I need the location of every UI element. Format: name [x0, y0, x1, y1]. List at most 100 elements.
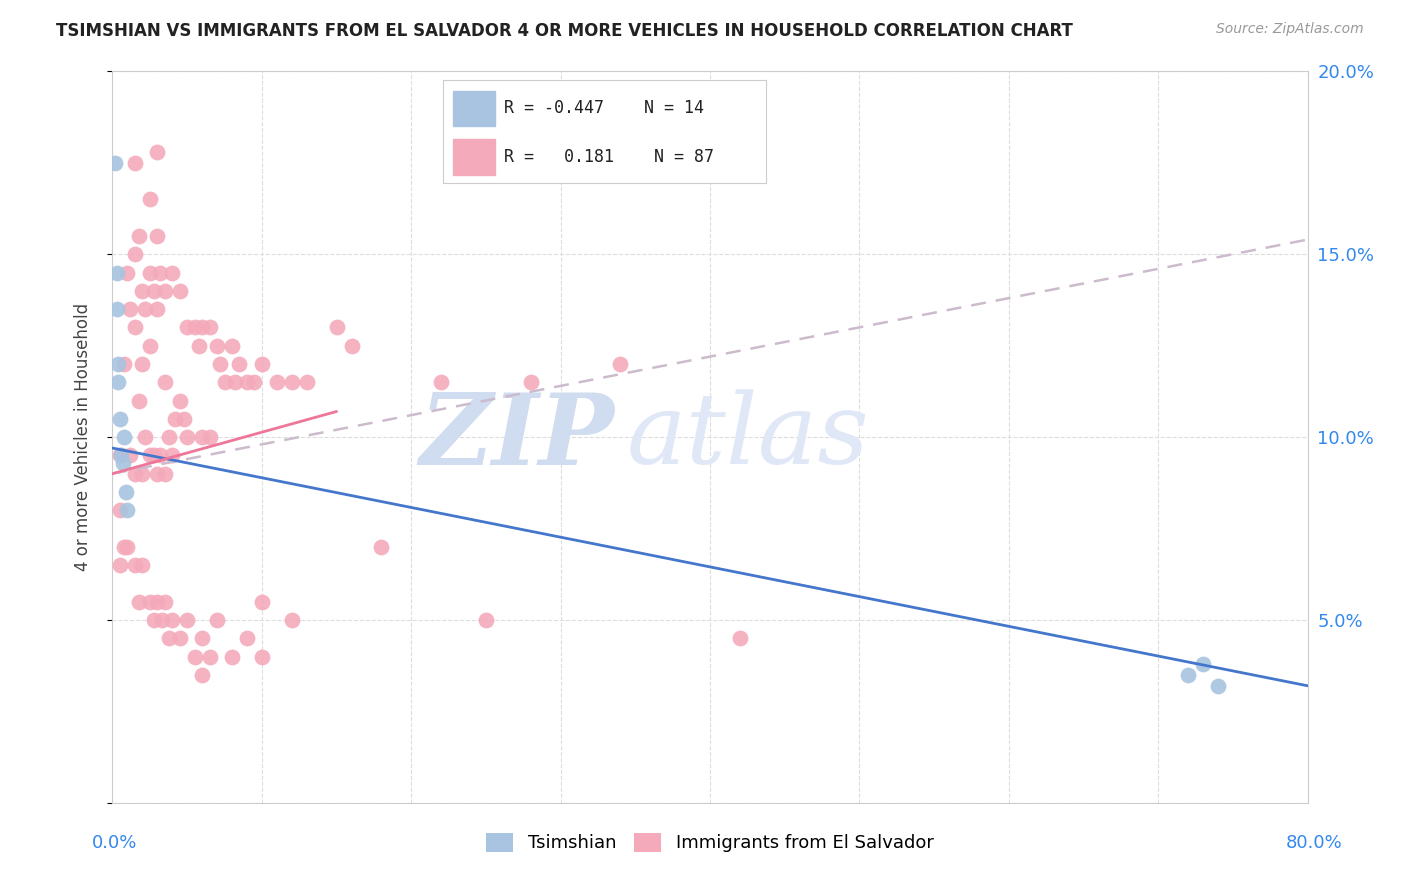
Point	[124, 156, 146, 170]
Point	[176, 613, 198, 627]
Point	[143, 284, 166, 298]
Point	[117, 540, 139, 554]
Point	[146, 229, 169, 244]
Point	[114, 357, 135, 371]
Point	[139, 192, 162, 206]
Point	[128, 594, 150, 608]
Point	[198, 649, 221, 664]
Point	[520, 375, 543, 389]
Point	[209, 357, 232, 371]
Point	[124, 558, 146, 573]
Point	[105, 266, 128, 280]
Point	[124, 320, 146, 334]
Bar	[453, 139, 495, 175]
Point	[115, 485, 138, 500]
Point	[475, 613, 498, 627]
Point	[157, 632, 180, 646]
Point	[281, 613, 304, 627]
Point	[176, 320, 198, 334]
Point	[146, 594, 169, 608]
Point	[228, 357, 250, 371]
Point	[153, 594, 176, 608]
Point	[266, 375, 288, 389]
Point	[107, 357, 129, 371]
Point	[198, 320, 221, 334]
Point	[131, 284, 153, 298]
Point	[325, 320, 347, 334]
Point	[134, 301, 156, 317]
Point	[139, 338, 162, 352]
Point	[124, 467, 146, 481]
Text: 0.0%: 0.0%	[91, 834, 136, 852]
Point	[221, 338, 243, 352]
Point	[191, 430, 214, 444]
Point	[191, 632, 214, 646]
Point	[1206, 679, 1229, 693]
Point	[609, 357, 631, 371]
Point	[162, 448, 183, 462]
Point	[250, 649, 273, 664]
Point	[146, 467, 169, 481]
Point	[295, 375, 318, 389]
Point	[162, 613, 183, 627]
Point	[149, 266, 172, 280]
Point	[146, 145, 169, 159]
Point	[165, 412, 187, 426]
Point	[117, 503, 139, 517]
Point	[214, 375, 236, 389]
Point	[205, 613, 228, 627]
Point	[250, 357, 273, 371]
Text: R =   0.181    N = 87: R = 0.181 N = 87	[505, 148, 714, 166]
Point	[169, 284, 191, 298]
Point	[250, 594, 273, 608]
Point	[110, 448, 132, 462]
Point	[221, 649, 243, 664]
Y-axis label: 4 or more Vehicles in Household: 4 or more Vehicles in Household	[73, 303, 91, 571]
Point	[120, 301, 142, 317]
Text: ZIP: ZIP	[419, 389, 614, 485]
Point	[1192, 657, 1215, 671]
Point	[114, 540, 135, 554]
Text: 80.0%: 80.0%	[1286, 834, 1343, 852]
Point	[134, 430, 156, 444]
Point	[176, 430, 198, 444]
Point	[131, 357, 153, 371]
Text: R = -0.447    N = 14: R = -0.447 N = 14	[505, 100, 704, 118]
Point	[173, 412, 195, 426]
Point	[281, 375, 304, 389]
Point	[146, 301, 169, 317]
Point	[183, 320, 205, 334]
Point	[153, 375, 176, 389]
Point	[149, 448, 172, 462]
Point	[128, 229, 150, 244]
Point	[340, 338, 363, 352]
Point	[370, 540, 392, 554]
Point	[153, 284, 176, 298]
Point	[139, 266, 162, 280]
Point	[107, 375, 129, 389]
Point	[139, 594, 162, 608]
Point	[728, 632, 751, 646]
Point	[104, 156, 127, 170]
Point	[236, 632, 259, 646]
Point	[143, 448, 166, 462]
Point	[169, 632, 191, 646]
Point	[124, 247, 146, 261]
Text: Source: ZipAtlas.com: Source: ZipAtlas.com	[1216, 22, 1364, 37]
Point	[191, 667, 214, 681]
Point	[191, 320, 214, 334]
Point	[430, 375, 453, 389]
Point	[105, 301, 128, 317]
Point	[131, 558, 153, 573]
Point	[120, 448, 142, 462]
Point	[108, 503, 131, 517]
Point	[150, 613, 173, 627]
Point	[162, 266, 183, 280]
Point	[169, 393, 191, 408]
Point	[139, 448, 162, 462]
Legend: Tsimshian, Immigrants from El Salvador: Tsimshian, Immigrants from El Salvador	[479, 826, 941, 860]
Point	[117, 266, 139, 280]
Point	[143, 613, 166, 627]
Point	[188, 338, 211, 352]
Point	[114, 430, 135, 444]
